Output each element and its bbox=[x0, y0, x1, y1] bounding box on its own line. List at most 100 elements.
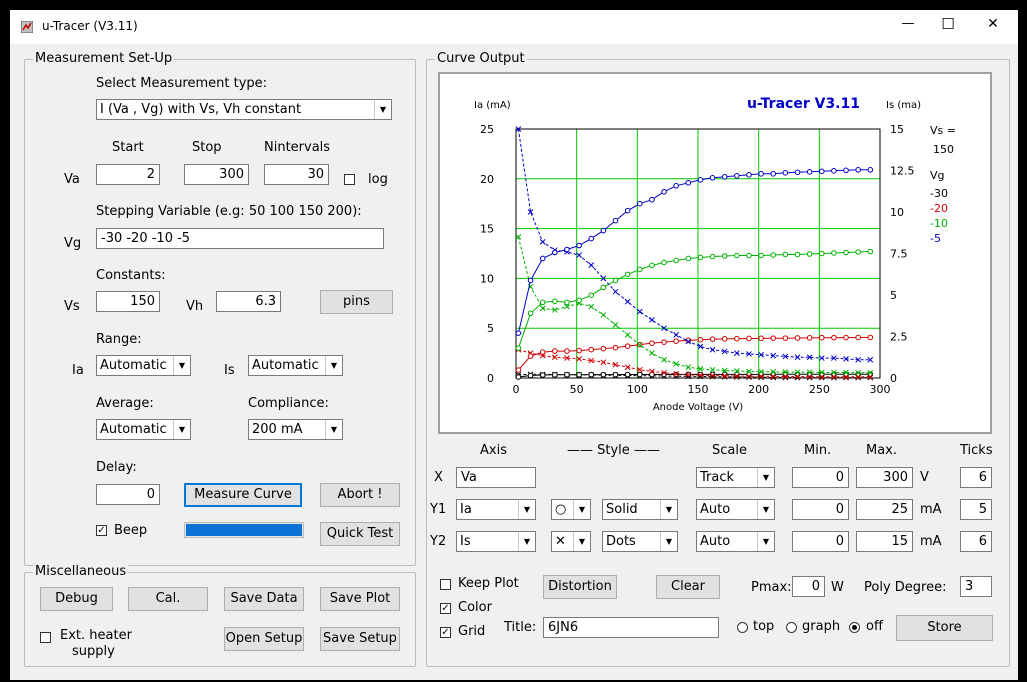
is-point bbox=[831, 355, 837, 361]
ia-range-select[interactable]: Automatic ▼ bbox=[96, 355, 191, 376]
va-stop-input[interactable]: 300 bbox=[184, 164, 249, 185]
delay-input[interactable]: 0 bbox=[96, 484, 160, 505]
poly-degree-label: Poly Degree: bbox=[864, 580, 947, 595]
is-point bbox=[673, 331, 680, 338]
chevron-down-icon[interactable]: ▼ bbox=[757, 468, 774, 487]
beep-checkbox[interactable]: ✓ bbox=[96, 525, 107, 536]
radio-top[interactable] bbox=[737, 622, 748, 633]
grid-checkbox[interactable]: ✓ bbox=[440, 627, 451, 638]
y2-scale-select[interactable]: Auto ▼ bbox=[696, 531, 775, 552]
keep-plot-checkbox[interactable] bbox=[440, 579, 451, 590]
ia-point bbox=[867, 334, 874, 341]
ia-point bbox=[661, 339, 667, 345]
y2-min-input[interactable]: 0 bbox=[792, 531, 849, 552]
maximize-button[interactable]: ☐ bbox=[941, 15, 955, 33]
is-range-select[interactable]: Automatic ▼ bbox=[248, 355, 343, 376]
y1-marker-select[interactable]: ○ ▼ bbox=[551, 499, 591, 520]
minimize-button[interactable]: — bbox=[901, 16, 915, 31]
x-scale-select[interactable]: Track ▼ bbox=[696, 467, 775, 488]
is-point bbox=[806, 369, 813, 376]
y2-ticks-input[interactable]: 6 bbox=[960, 531, 992, 552]
x-max-input[interactable]: 300 bbox=[856, 467, 913, 488]
va-nintervals-input[interactable]: 30 bbox=[264, 164, 329, 185]
chevron-down-icon[interactable]: ▼ bbox=[173, 420, 190, 439]
save-setup-button[interactable]: Save Setup bbox=[320, 627, 400, 651]
poly-degree-input[interactable]: 3 bbox=[960, 576, 992, 597]
ia-point bbox=[673, 257, 679, 264]
save-data-button[interactable]: Save Data bbox=[224, 587, 304, 611]
y1-min-input[interactable]: 0 bbox=[792, 499, 849, 520]
close-button[interactable]: ✕ bbox=[987, 16, 999, 32]
chevron-down-icon[interactable]: ▼ bbox=[325, 356, 342, 375]
y2-axis-select[interactable]: Is ▼ bbox=[456, 531, 536, 552]
ia-point bbox=[855, 167, 861, 173]
y2-line-style-select[interactable]: Dots ▼ bbox=[602, 531, 678, 552]
axis-header: Axis bbox=[480, 443, 507, 458]
radio-off[interactable] bbox=[849, 622, 860, 633]
chevron-down-icon[interactable]: ▼ bbox=[573, 532, 590, 551]
open-setup-button[interactable]: Open Setup bbox=[224, 627, 304, 651]
chevron-down-icon[interactable]: ▼ bbox=[518, 500, 535, 519]
y1-max-input[interactable]: 25 bbox=[856, 499, 913, 520]
pins-button[interactable]: pins bbox=[320, 290, 393, 314]
ia-point bbox=[649, 262, 655, 269]
chevron-down-icon[interactable]: ▼ bbox=[374, 100, 391, 119]
y1-line-style-select[interactable]: Solid ▼ bbox=[602, 499, 678, 520]
store-button[interactable]: Store bbox=[896, 615, 993, 641]
y2-marker-select[interactable]: ✕ ▼ bbox=[551, 531, 591, 552]
vg-values-input[interactable]: -30 -20 -10 -5 bbox=[96, 228, 384, 249]
clear-button[interactable]: Clear bbox=[656, 575, 720, 599]
is-point bbox=[649, 350, 655, 356]
measurement-type-select[interactable]: I (Va , Vg) with Vs, Vh constant ▼ bbox=[96, 99, 392, 120]
x-min-input[interactable]: 0 bbox=[792, 467, 849, 488]
vs-input[interactable]: 150 bbox=[96, 291, 160, 312]
chevron-down-icon[interactable]: ▼ bbox=[660, 500, 677, 519]
ia-point bbox=[831, 250, 837, 256]
y1-scale-select[interactable]: Auto ▼ bbox=[696, 499, 775, 520]
va-start-input[interactable]: 2 bbox=[96, 164, 160, 185]
save-plot-button[interactable]: Save Plot bbox=[320, 587, 400, 611]
is-series-line bbox=[518, 373, 871, 379]
y1-ticks-input[interactable]: 5 bbox=[960, 499, 992, 520]
pmax-input[interactable]: 0 bbox=[792, 576, 825, 597]
abort-button[interactable]: Abort ! bbox=[320, 483, 400, 507]
compliance-select[interactable]: 200 mA ▼ bbox=[248, 419, 343, 440]
is-point bbox=[733, 373, 740, 379]
radio-graph[interactable] bbox=[786, 622, 797, 633]
chevron-down-icon[interactable]: ▼ bbox=[757, 532, 774, 551]
chevron-down-icon[interactable]: ▼ bbox=[660, 532, 677, 551]
measure-curve-button[interactable]: Measure Curve bbox=[184, 483, 302, 507]
chevron-down-icon[interactable]: ▼ bbox=[173, 356, 190, 375]
title-bar[interactable]: u-Tracer (V3.11) — ☐ ✕ bbox=[10, 10, 1018, 44]
x-axis-input[interactable]: Va bbox=[456, 467, 536, 488]
ia-point bbox=[515, 367, 522, 373]
is-point bbox=[758, 373, 764, 380]
ext-heater-checkbox[interactable] bbox=[40, 632, 51, 643]
compliance-value: 200 mA bbox=[252, 422, 303, 437]
chart-panel: 0 50 100 150 200 250 300 0 5 10 15 20 25 0 2.5 5 7.5 10 12… bbox=[438, 72, 992, 434]
quick-test-button[interactable]: Quick Test bbox=[320, 522, 400, 546]
is-point bbox=[794, 373, 801, 380]
log-checkbox[interactable] bbox=[344, 174, 355, 185]
color-checkbox[interactable]: ✓ bbox=[440, 603, 451, 614]
is-point bbox=[600, 359, 607, 366]
chevron-down-icon[interactable]: ▼ bbox=[573, 500, 590, 519]
ia-point bbox=[746, 252, 752, 259]
y-tick-label: 15 bbox=[480, 223, 494, 236]
y1-axis-select[interactable]: Ia ▼ bbox=[456, 499, 536, 520]
y1-row-label: Y1 bbox=[430, 502, 447, 517]
distortion-button[interactable]: Distortion bbox=[543, 575, 617, 599]
chevron-down-icon[interactable]: ▼ bbox=[757, 500, 774, 519]
average-select[interactable]: Automatic ▼ bbox=[96, 419, 191, 440]
cal-button[interactable]: Cal. bbox=[128, 587, 208, 611]
vh-input[interactable]: 6.3 bbox=[216, 291, 281, 312]
ia-point bbox=[697, 336, 704, 343]
is-point bbox=[733, 368, 740, 374]
debug-button[interactable]: Debug bbox=[40, 587, 113, 611]
x-ticks-input[interactable]: 6 bbox=[960, 467, 992, 488]
chevron-down-icon[interactable]: ▼ bbox=[325, 420, 342, 439]
y2-max-input[interactable]: 15 bbox=[856, 531, 913, 552]
chevron-down-icon[interactable]: ▼ bbox=[518, 532, 535, 551]
plot-title-input[interactable]: 6JN6 bbox=[543, 617, 719, 638]
ia-point bbox=[709, 253, 716, 260]
